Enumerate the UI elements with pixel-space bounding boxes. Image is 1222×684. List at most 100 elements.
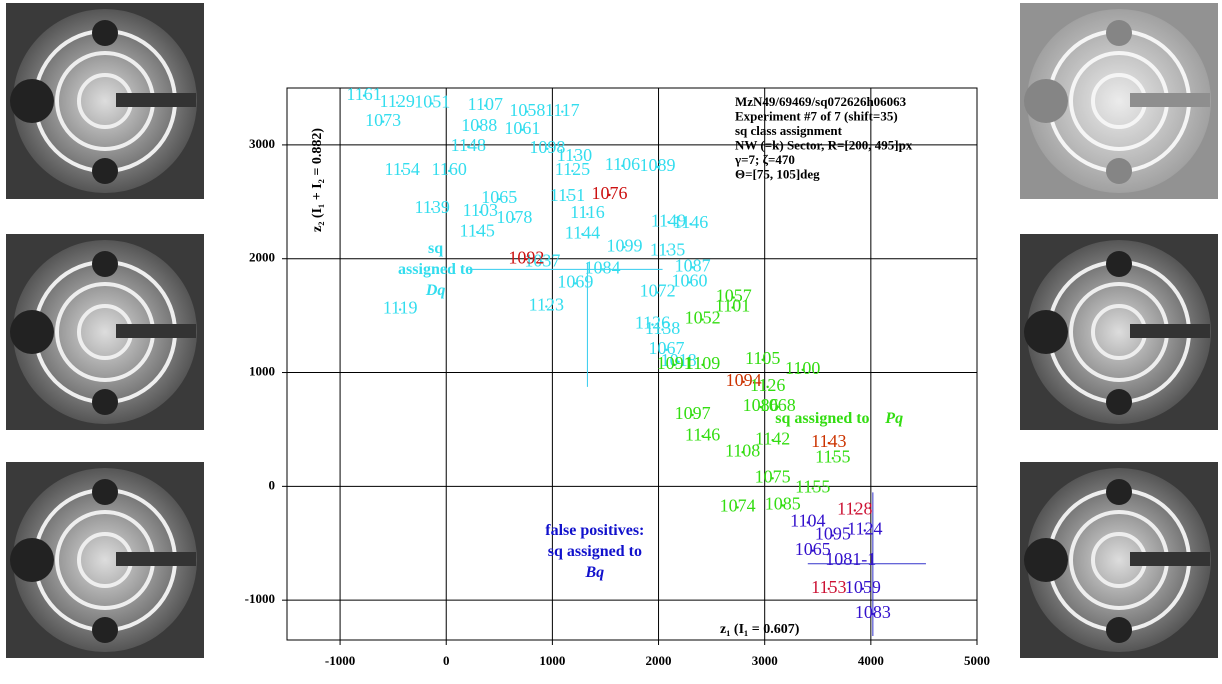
point-label: 1146: [673, 212, 708, 232]
y-tick-label: 2000: [249, 250, 275, 265]
info-line: NW (=k) Sector, R=[200, 495]px: [735, 138, 913, 153]
info-line: MzN49/69469/sq072626h06063: [735, 94, 907, 109]
point-label: 1145: [460, 220, 495, 240]
point: [736, 506, 739, 509]
point-label: 1097: [675, 403, 711, 423]
point: [849, 559, 852, 562]
point: [581, 233, 584, 236]
point: [701, 363, 704, 366]
point: [661, 328, 664, 331]
point-label: 1091: [657, 353, 693, 373]
annotation: sq assigned to: [548, 543, 642, 560]
point: [759, 405, 762, 409]
point: [701, 434, 704, 438]
annotation: sq assigned to: [775, 410, 869, 427]
point: [546, 147, 549, 150]
annotation: assigned to: [398, 261, 473, 278]
point-label: 1101: [715, 296, 750, 316]
point-label: 1068: [760, 395, 796, 415]
point: [395, 101, 399, 104]
point: [431, 207, 434, 211]
x-tick-label: 2000: [646, 653, 672, 668]
point-label: 1018: [661, 350, 697, 370]
y-tick-label: 1000: [249, 364, 275, 379]
point-label: 1144: [565, 222, 600, 242]
point-label: 1081-1: [825, 549, 876, 569]
y-tick-label: 0: [269, 477, 276, 492]
point-label: 1143: [811, 431, 846, 451]
point: [541, 261, 544, 264]
point-label: 1057: [716, 286, 752, 306]
point: [571, 169, 574, 173]
point-label: 1138: [645, 318, 680, 338]
point-label: 1154: [385, 159, 420, 179]
point: [521, 128, 524, 131]
point-label: 1107: [468, 94, 503, 114]
point-label: 1065: [795, 539, 831, 559]
point-label: 1126: [635, 313, 670, 333]
point: [677, 360, 680, 364]
y-axis-label: z₂ (I₁ + I₂ = 0.882): [310, 128, 325, 232]
x-tick-label: 0: [443, 653, 450, 668]
point-label: 1155: [795, 477, 830, 497]
point-label: 1052: [685, 308, 721, 328]
info-line: Experiment #7 of 7 (shift=35): [735, 109, 898, 124]
point: [525, 258, 528, 261]
point-label: 1067: [649, 338, 685, 358]
point-label: 1106: [605, 154, 640, 174]
x-tick-label: 3000: [752, 653, 778, 668]
point: [476, 231, 479, 234]
point-label: 1146: [685, 424, 720, 444]
photo: [1018, 1, 1220, 201]
point: [811, 487, 814, 490]
point: [586, 212, 589, 216]
point: [478, 125, 481, 128]
point-label: 1149: [651, 210, 686, 230]
point: [498, 197, 501, 201]
point-label: 1139: [415, 197, 450, 217]
point: [688, 281, 691, 284]
point-label: 1069: [557, 272, 593, 292]
point: [771, 477, 774, 480]
point-label: 1092: [508, 247, 544, 267]
point-label: 1088: [461, 115, 497, 135]
point: [742, 380, 745, 384]
point-label: 1074: [720, 496, 756, 516]
point: [741, 451, 744, 454]
point-label: 1095: [815, 524, 851, 544]
point: [781, 504, 784, 507]
point: [623, 246, 626, 249]
point: [771, 438, 774, 442]
point-label: 1060: [672, 271, 708, 291]
annotation: sq: [428, 240, 443, 257]
point: [667, 220, 670, 224]
x-tick-label: -1000: [325, 653, 355, 668]
point: [513, 217, 516, 221]
point: [566, 195, 569, 199]
point-label: 1123: [529, 295, 564, 315]
point-label: 1126: [750, 375, 785, 395]
point-label: 1124: [847, 519, 882, 539]
point: [398, 308, 402, 311]
point: [811, 549, 814, 552]
point: [673, 363, 676, 366]
point-label: 1109: [685, 353, 720, 373]
point: [827, 441, 831, 445]
point-label: 1161: [346, 84, 381, 104]
point: [573, 155, 576, 159]
point: [776, 405, 779, 409]
point-label: 1061: [504, 118, 540, 138]
point: [691, 266, 694, 269]
point-label: 1125: [555, 159, 590, 179]
point: [732, 296, 735, 299]
point: [431, 102, 434, 105]
point: [689, 222, 692, 226]
point: [651, 323, 654, 326]
point-label: 1128: [837, 499, 872, 519]
point-label: 1151: [550, 185, 585, 205]
point-label: 1116: [570, 202, 605, 222]
photo: [4, 232, 206, 432]
annotation: Dq: [425, 282, 446, 299]
point-label: 1142: [755, 428, 790, 448]
